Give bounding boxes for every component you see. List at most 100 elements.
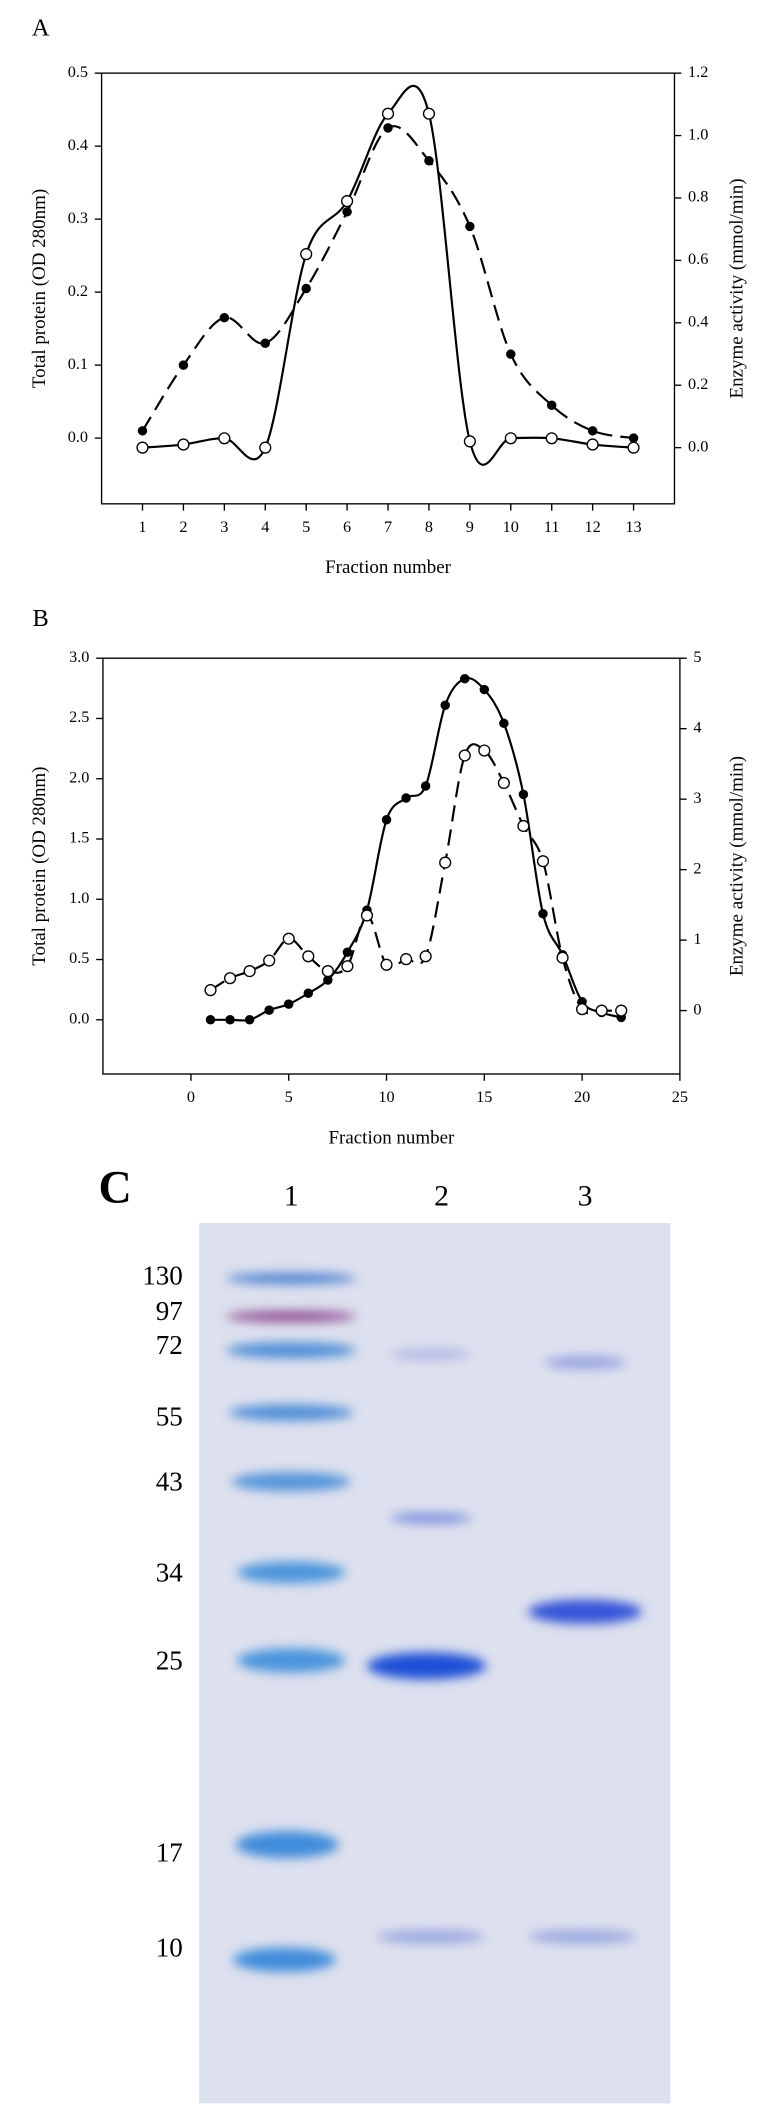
data-point	[499, 718, 509, 729]
x-tick-label: 1	[138, 518, 146, 536]
x-tick-label: 15	[476, 1088, 492, 1106]
x-tick-label: 8	[425, 518, 433, 536]
data-point	[204, 984, 217, 997]
data-point	[301, 283, 311, 294]
x-tick-label: 0	[187, 1088, 195, 1106]
data-point	[504, 432, 517, 445]
chart: B 0 5 10 15 20 25 0.0 0.5 1.0 1.5 2.0 2.5 3.0 0 1 2 3 4 5 Fr…	[29, 605, 747, 1148]
y2-tick-label: 5	[693, 648, 701, 666]
data-point	[420, 781, 431, 791]
data-point	[546, 400, 557, 411]
x-tick-label: 10	[503, 518, 519, 536]
data-point	[440, 700, 450, 710]
x-axis-title: Fraction number	[325, 557, 451, 578]
band	[237, 1561, 346, 1584]
series-line	[142, 84, 634, 466]
data-point	[586, 438, 599, 451]
y-tick-label: 1.5	[69, 829, 89, 847]
x-tick-label: 4	[261, 518, 269, 536]
data-point	[576, 1003, 589, 1016]
data-point	[460, 673, 470, 684]
data-point	[342, 947, 353, 958]
band	[232, 1947, 336, 1972]
band	[528, 1599, 642, 1624]
band	[237, 1648, 346, 1673]
x-tick-label: 9	[466, 518, 474, 536]
marker-label: 10	[156, 1932, 183, 1962]
data-point	[321, 965, 334, 978]
y2-tick-label: 1.2	[688, 63, 708, 81]
band	[226, 1342, 357, 1359]
panel-label: A	[32, 14, 50, 41]
band	[226, 1273, 357, 1284]
lane-label: 3	[578, 1179, 593, 1212]
y2-tick-label: 1.0	[688, 125, 708, 143]
lane-label: 2	[434, 1179, 449, 1212]
data-point	[518, 789, 529, 800]
y2-tick-label: 0	[693, 1000, 701, 1018]
plot-frame	[100, 72, 676, 505]
gel-panel: C 1 2 3 130 97 72 55 43 34 25 17 10	[99, 1161, 671, 2104]
y-axis-title: Total protein (OD 280nm)	[29, 189, 50, 388]
x-tick-label: 3	[220, 518, 228, 536]
y2-tick-label: 0.8	[688, 188, 708, 206]
data-point	[383, 123, 393, 133]
marker-label: 17	[156, 1838, 183, 1868]
data-point	[259, 441, 272, 454]
y-tick-label: 2.5	[69, 708, 89, 726]
marker-label: 97	[156, 1296, 183, 1326]
data-point	[401, 793, 411, 803]
data-point	[478, 744, 491, 757]
marker-label: 55	[156, 1402, 183, 1432]
data-point	[341, 960, 354, 973]
y-tick-label: 0.1	[68, 355, 88, 373]
data-point	[219, 312, 230, 323]
data-point	[587, 426, 598, 436]
y-tick-label: 0.3	[68, 209, 88, 227]
band	[390, 1512, 472, 1524]
marker-label: 34	[156, 1557, 184, 1587]
data-point	[205, 1015, 216, 1025]
x-tick-label: 5	[302, 518, 310, 536]
y2-axis-title: Enzyme activity (mmol/min)	[726, 178, 747, 398]
x-tick-label: 20	[574, 1088, 590, 1106]
data-point	[380, 958, 393, 971]
panel-label: B	[33, 605, 49, 632]
data-point	[360, 909, 374, 922]
x-tick-label: 13	[625, 518, 641, 536]
data-point	[506, 349, 516, 359]
data-point	[225, 1015, 235, 1025]
y-tick-label: 3.0	[69, 648, 89, 666]
y2-tick-label: 0.0	[688, 437, 708, 455]
data-point	[556, 951, 569, 964]
band	[544, 1355, 626, 1370]
marker-label: 130	[142, 1261, 183, 1291]
y-tick-label: 0.4	[68, 136, 88, 154]
data-point	[422, 107, 436, 120]
data-point	[300, 248, 313, 261]
data-point	[282, 932, 295, 945]
chart: A1 2 3 4 5 6 7 8 9 10 11 12 130.00.10.20.30.40.50.00…	[29, 14, 747, 578]
data-point	[260, 338, 271, 348]
series-line	[209, 743, 622, 1015]
band	[376, 1929, 485, 1944]
y2-tick-label: 0.6	[688, 250, 708, 268]
x-tick-label: 25	[672, 1088, 688, 1106]
band	[226, 1311, 357, 1322]
data-point	[497, 776, 510, 790]
data-point	[136, 441, 149, 454]
data-point	[424, 155, 434, 166]
band	[228, 1404, 354, 1421]
y-tick-label: 0.5	[69, 949, 89, 967]
series-line	[141, 125, 634, 440]
band	[367, 1652, 487, 1680]
data-point	[223, 972, 237, 985]
data-point	[479, 684, 490, 695]
y-tick-label: 0.0	[68, 428, 88, 446]
data-point	[458, 749, 471, 762]
data-point	[283, 999, 294, 1009]
data-point	[628, 433, 639, 443]
y-tick-label: 2.0	[69, 768, 89, 786]
